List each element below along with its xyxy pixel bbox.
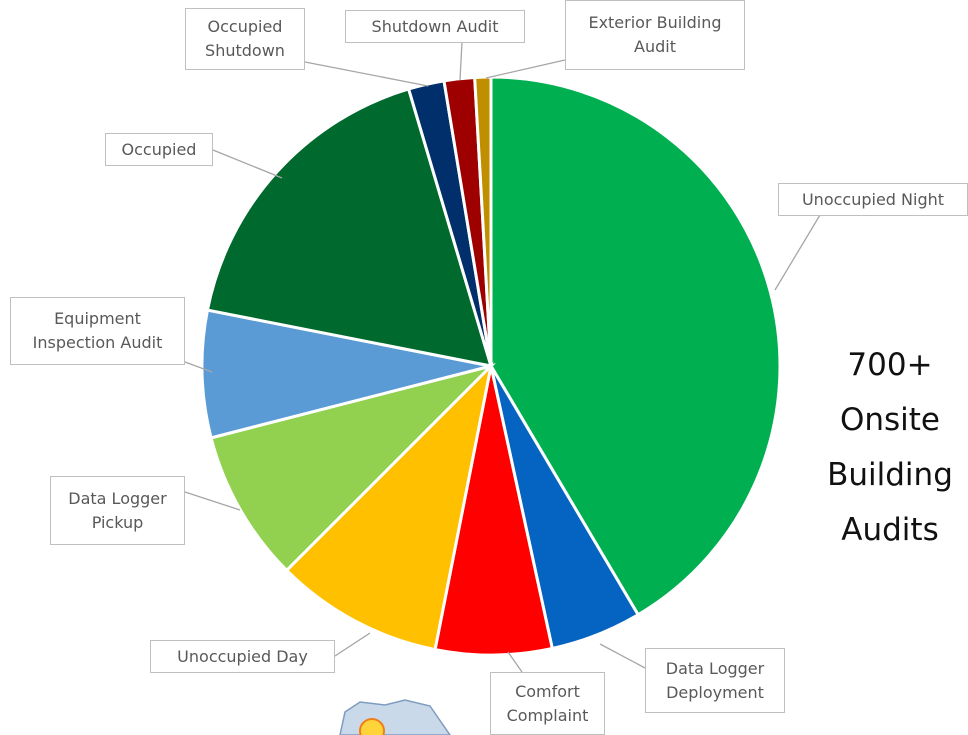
leader-lines [184,41,821,673]
slice-label: Occupied [105,133,213,166]
slice-label: Data Logger Pickup [50,476,185,545]
slice-label: Unoccupied Night [778,183,968,216]
pie-slice [205,87,494,368]
slice-label: Exterior Building Audit [565,0,745,70]
slice-label: Comfort Complaint [490,672,605,735]
pie-slice [200,308,492,440]
annotation: 700+ Onsite Building Audits [827,347,953,548]
slice-label: Occupied Shutdown [185,8,305,70]
pie-slice [209,363,496,573]
pie-slice [284,361,494,652]
pie-slice [433,365,555,657]
slice-label: Data Logger Deployment [645,648,785,713]
slice-label: Unoccupied Day [150,640,335,673]
slice-label: Equipment Inspection Audit [10,297,185,365]
pie-slice [489,75,782,617]
map-icon [339,699,451,735]
slice-label: Shutdown Audit [345,10,525,43]
